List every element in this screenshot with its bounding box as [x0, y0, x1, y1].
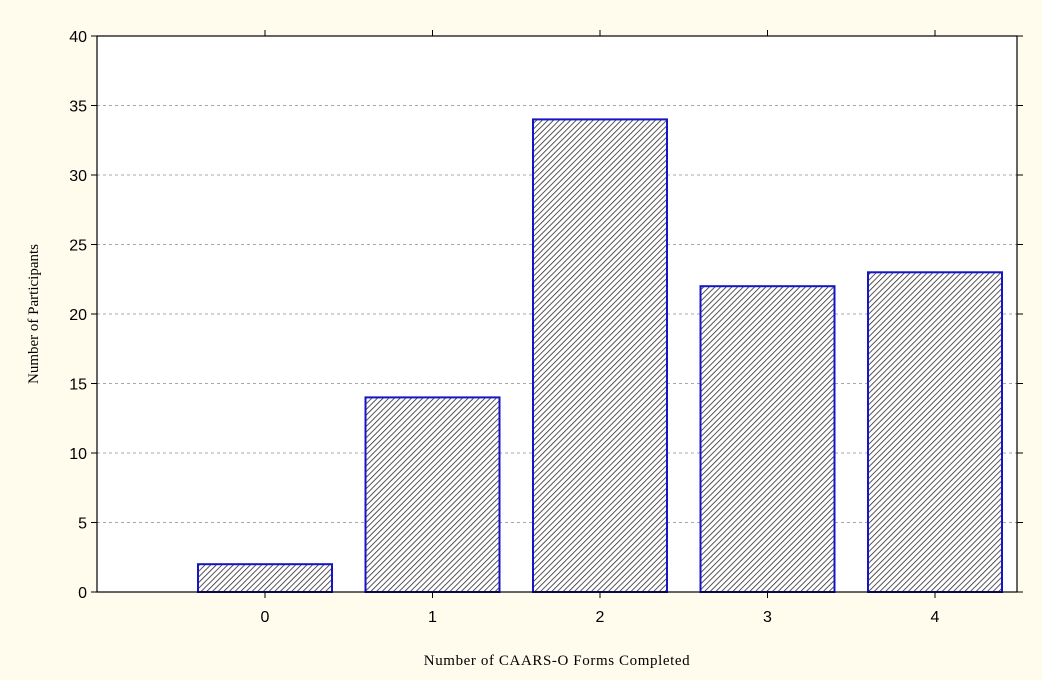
y-tick-label: 20: [69, 307, 87, 324]
y-tick-label: 5: [78, 516, 87, 533]
y-tick-label: 0: [78, 585, 87, 602]
x-tick-label: 4: [931, 609, 940, 626]
y-tick-label: 10: [69, 446, 87, 463]
y-tick-label: 40: [69, 29, 87, 46]
bar-3: [699, 285, 836, 593]
axis-ticks: 0 5 10 15 20 25 30 35 40 0 1 2 3 4: [69, 29, 1023, 626]
y-axis-title: Number of Participants: [26, 244, 42, 384]
x-tick-label: 2: [596, 609, 605, 626]
y-tick-label: 25: [69, 238, 87, 255]
x-tick-label: 3: [763, 609, 772, 626]
x-axis-title: Number of CAARS-O Forms Completed: [424, 653, 690, 669]
y-tick-label: 35: [69, 99, 87, 116]
bar-4: [867, 271, 1003, 593]
bar-1: [364, 396, 501, 593]
y-tick-label: 15: [69, 377, 87, 394]
bars: [197, 118, 1003, 594]
x-tick-label: 1: [428, 609, 437, 626]
bar-0: [197, 563, 333, 594]
bar-2: [532, 118, 668, 594]
x-tick-label: 0: [261, 609, 270, 626]
y-tick-label: 30: [69, 168, 87, 185]
